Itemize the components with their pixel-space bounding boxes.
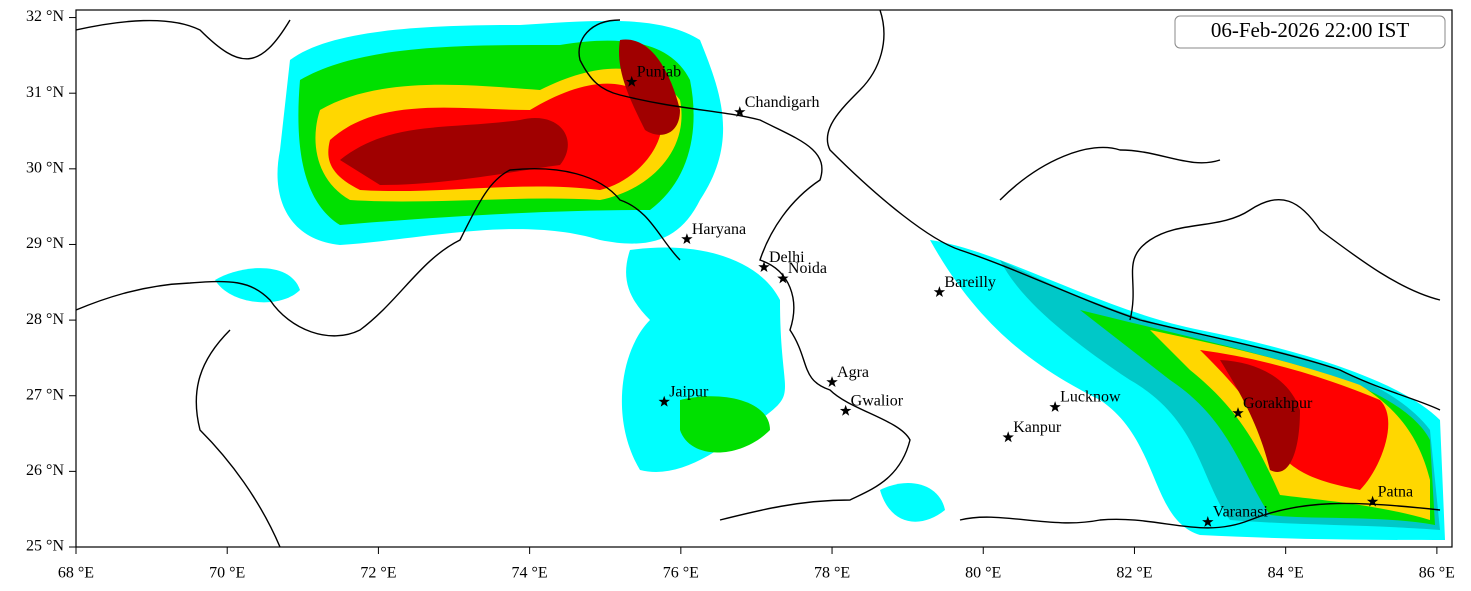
title: 06-Feb-2026 22:00 IST [1211,18,1409,42]
city-marker [933,286,946,297]
borders [76,10,1441,547]
x-tick-label: 70 °E [209,565,245,582]
city-label: Kanpur [1013,419,1062,436]
city-marker [839,404,852,416]
y-tick-label: 31 °N [26,84,64,101]
city-label: Jaipur [669,383,709,400]
x-tick-label: 78 °E [814,565,850,582]
city-marker [1232,407,1244,418]
city-label: Varanasi [1213,504,1269,521]
city-label: Bareilly [944,274,996,291]
city-label: Lucknow [1060,389,1121,406]
x-tick-label: 72 °E [360,565,396,582]
y-tick-label: 25 °N [26,538,64,555]
city-label: Gwalior [851,393,904,410]
city-marker [626,75,638,87]
city-label: Agra [837,364,869,381]
city-label: Delhi [769,249,805,266]
x-tick-label: 82 °E [1116,565,1152,582]
x-tick-label: 86 °E [1419,565,1455,582]
y-tick-label: 28 °N [26,311,64,328]
city-marker [734,106,746,117]
city-marker [1049,401,1061,412]
plot-frame [75,9,1453,548]
x-tick-label: 74 °E [512,565,548,582]
x-tick-label: 68 °E [58,565,94,582]
city-marker [758,261,770,272]
city-label: Patna [1378,483,1414,500]
city-marker [777,272,789,284]
x-tick-label: 76 °E [663,565,699,582]
y-tick-label: 32 °N [26,8,64,25]
city-marker [1002,431,1014,443]
rain-field [215,20,1445,540]
y-tick-label: 29 °N [26,235,64,252]
city-marker [658,395,670,407]
y-tick-label: 26 °N [26,462,64,479]
y-tick-label: 30 °N [26,160,64,177]
city-label: Gorakhpur [1243,395,1313,412]
city-label: Noida [788,260,827,277]
title-box [1174,15,1446,49]
y-tick-label: 27 °N [26,386,64,403]
city-label: Haryana [692,221,746,238]
city-marker [826,376,838,387]
city-label: Punjab [637,64,681,81]
city-label: Chandigarh [745,94,820,111]
city-marker [1366,495,1379,507]
city-marker [681,233,693,244]
x-tick-label: 80 °E [965,565,1001,582]
city-marker [1202,516,1214,527]
x-tick-label: 84 °E [1268,565,1304,582]
